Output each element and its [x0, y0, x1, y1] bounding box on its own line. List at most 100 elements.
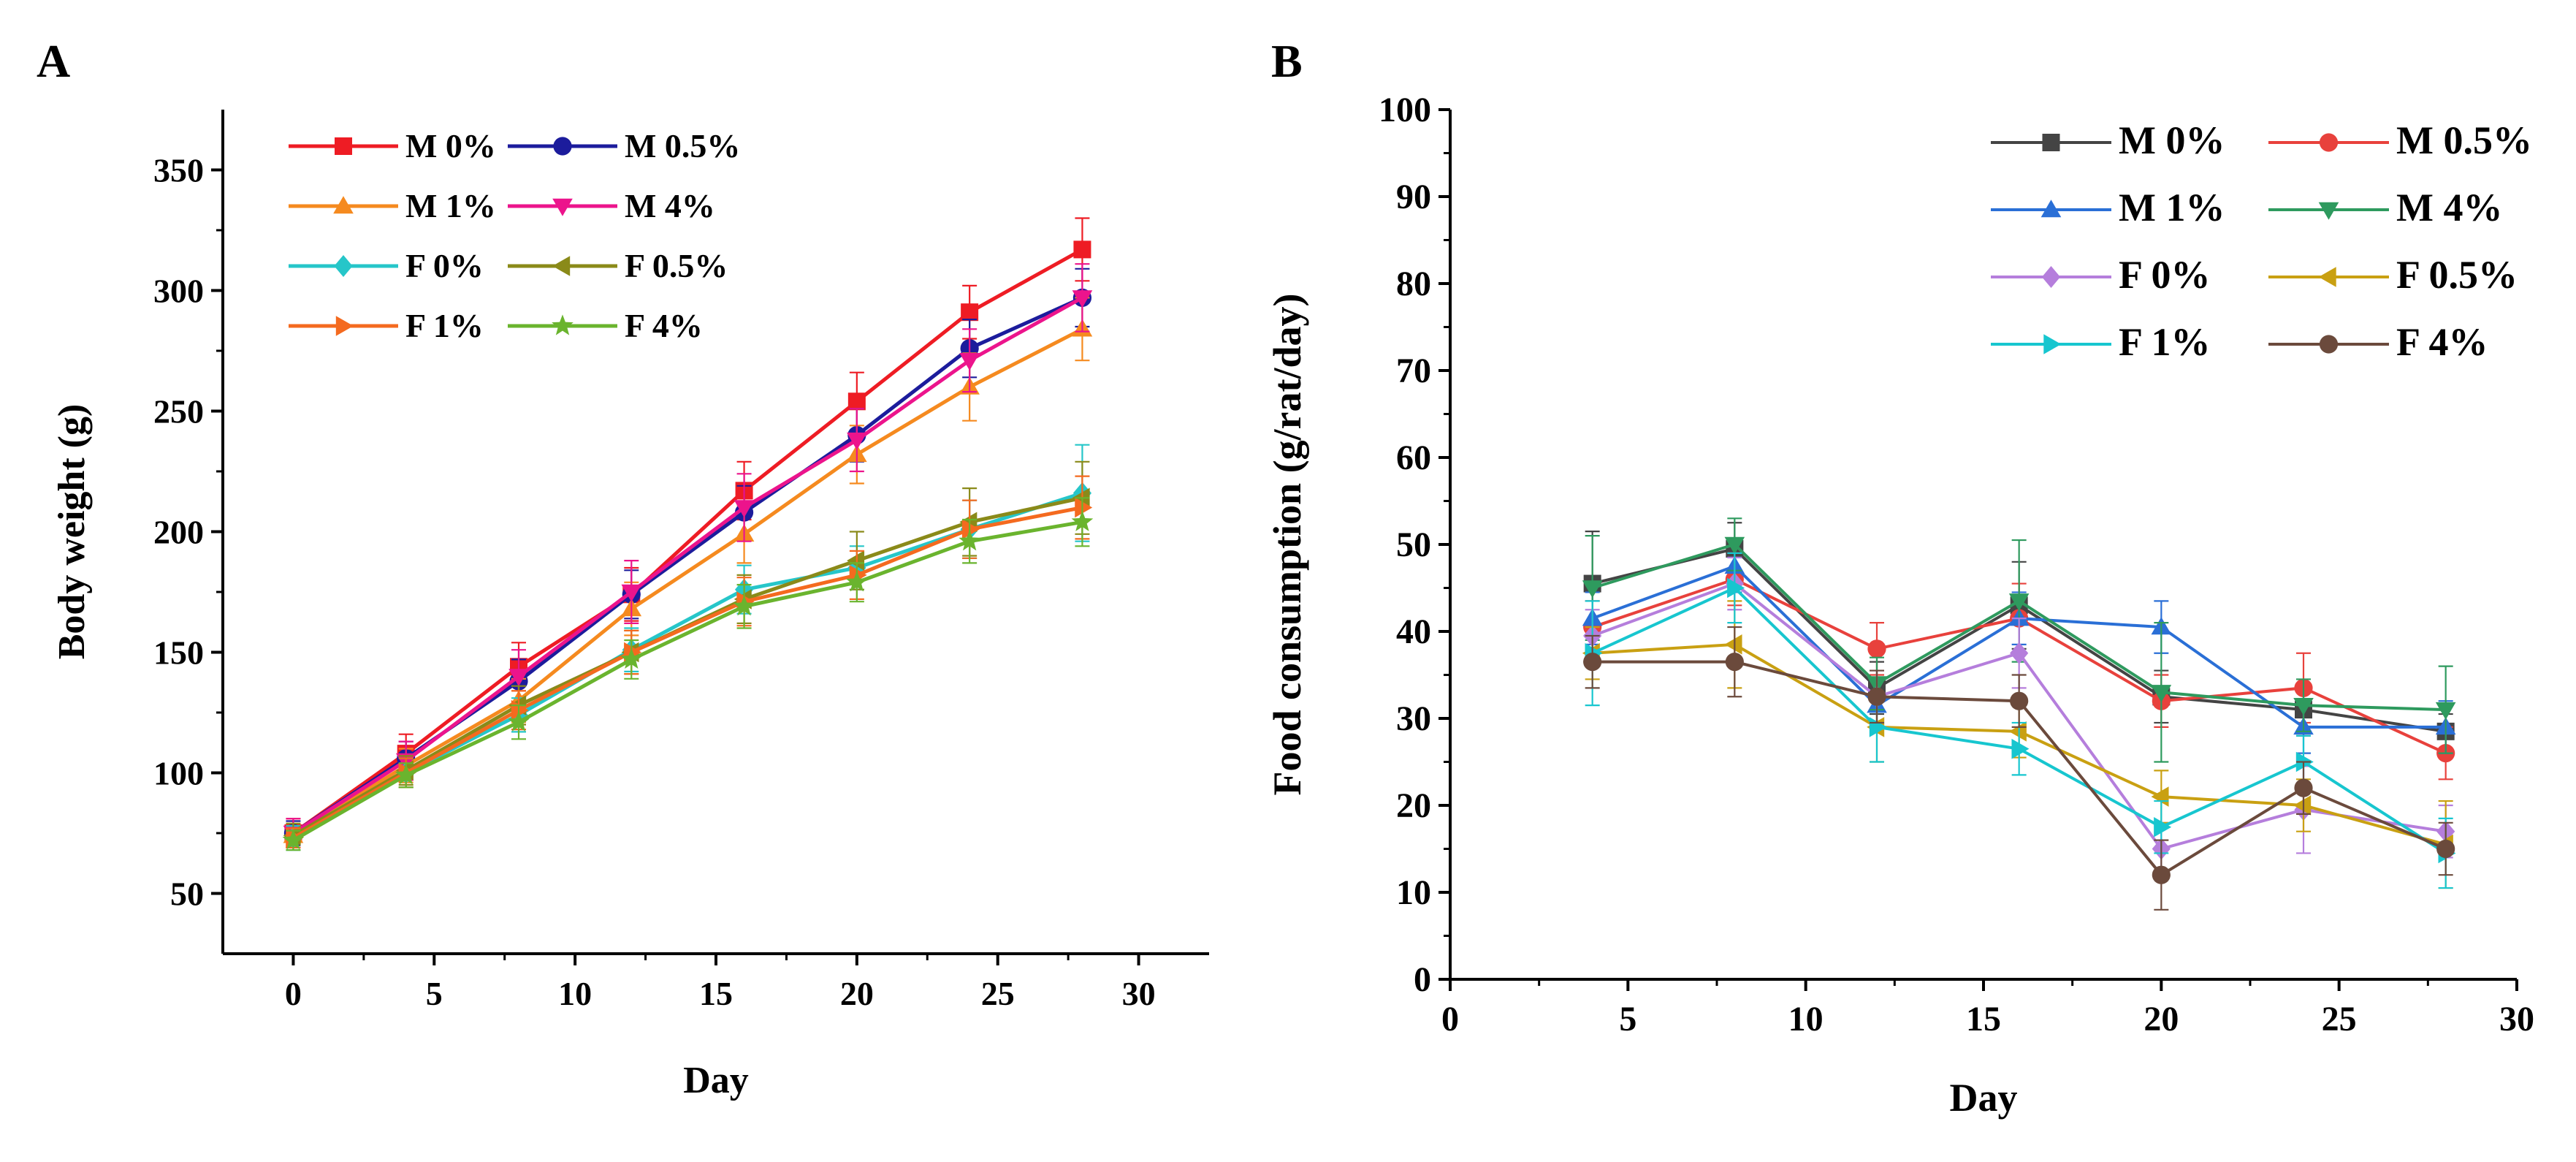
data-point: [1072, 290, 1093, 308]
y-tick-label: 80: [1396, 265, 1431, 303]
legend-label: F 4%: [2396, 320, 2488, 364]
y-tick-label: 350: [153, 152, 204, 189]
series-line: [292, 327, 1083, 838]
panel-label: B: [1271, 35, 1303, 87]
y-tick-label: 10: [1396, 873, 1431, 912]
data-point: [2435, 702, 2456, 720]
data-point: [2010, 691, 2029, 710]
legend-marker: [2319, 335, 2339, 354]
x-tick-label: 20: [840, 975, 874, 1012]
data-point: [847, 550, 865, 571]
legend-label: M 0.5%: [2396, 118, 2532, 162]
data-point: [1073, 240, 1091, 259]
y-tick-label: 40: [1396, 612, 1431, 651]
data-point: [395, 764, 417, 785]
y-tick-label: 0: [1414, 960, 1431, 999]
legend-marker: [2318, 267, 2336, 287]
data-point: [1724, 634, 1742, 655]
legend: M 0% M 0.5% M 1% M 4% F 0% F 0.5% F 1% F 4%: [1991, 118, 2532, 364]
y-tick-label: 200: [153, 514, 204, 551]
data-point: [961, 303, 979, 322]
legend-label: M 1%: [405, 187, 496, 224]
data-point: [846, 571, 868, 592]
x-tick-label: 25: [981, 975, 1015, 1012]
data-point: [2293, 697, 2314, 715]
x-tick-label: 0: [285, 975, 302, 1012]
data-point: [959, 530, 980, 551]
data-point: [1582, 580, 1603, 599]
data-point: [2293, 795, 2312, 816]
legend-marker: [552, 314, 573, 335]
x-tick-label: 15: [1966, 1000, 2001, 1038]
data-point: [1727, 577, 1745, 599]
data-point: [2011, 738, 2030, 759]
data-point: [2151, 685, 2172, 703]
data-point: [847, 432, 867, 450]
legend-label: F 0%: [405, 247, 484, 284]
data-point: [961, 519, 980, 539]
y-tick-label: 300: [153, 273, 204, 310]
legend-label: F 1%: [2119, 320, 2210, 364]
x-tick-label: 20: [2144, 1000, 2179, 1038]
data-point: [1725, 653, 1744, 672]
legend-marker: [552, 198, 573, 216]
data-point: [2294, 778, 2313, 797]
legend-label: M 4%: [625, 187, 715, 224]
legend-marker: [335, 316, 354, 336]
data-point: [1583, 653, 1602, 672]
panel-label: A: [37, 35, 70, 87]
legend-marker: [2043, 334, 2062, 354]
legend-label: F 0.5%: [625, 247, 728, 284]
data-point: [2152, 865, 2171, 884]
legend-label: F 1%: [405, 307, 484, 344]
data-point: [733, 500, 755, 518]
y-tick-label: 70: [1396, 352, 1431, 390]
data-point: [2008, 593, 2030, 612]
data-point: [2154, 816, 2172, 838]
data-point: [1724, 536, 1745, 555]
legend-marker: [553, 137, 572, 156]
y-tick-label: 20: [1396, 786, 1431, 825]
legend-label: F 4%: [625, 307, 703, 344]
data-point: [1867, 687, 1886, 706]
legend-marker: [2041, 266, 2061, 288]
series-f-0: [283, 444, 1092, 851]
data-point: [2151, 786, 2169, 807]
data-point: [959, 353, 980, 371]
legend-label: M 0%: [2119, 118, 2225, 162]
data-point: [621, 584, 642, 602]
data-point: [733, 595, 755, 616]
y-axis-title: Body weight (g): [51, 404, 93, 660]
data-point: [1867, 639, 1886, 658]
chart-panel-B: B 0 5 10 15 20 25 30 0 10 20 30 40 50 60 70 80 90 100 Day Fo…: [1265, 35, 2534, 1120]
y-axis-title: Food consumption (g/rat/day): [1265, 293, 1309, 795]
series-f-1: [286, 475, 1093, 848]
series-f-4: [1583, 626, 2455, 911]
y-tick-label: 100: [153, 755, 204, 792]
legend-label: F 0.5%: [2396, 253, 2518, 297]
series-line: [292, 520, 1083, 843]
x-tick-label: 30: [2499, 1000, 2534, 1038]
series-line: [292, 506, 1083, 840]
data-point: [1075, 497, 1093, 518]
x-tick-label: 25: [2322, 1000, 2357, 1038]
series-m-4: [1582, 517, 2456, 763]
y-tick-label: 30: [1396, 699, 1431, 738]
x-tick-label: 30: [1122, 975, 1156, 1012]
legend-label: M 4%: [2396, 186, 2502, 229]
legend: M 0% M 0.5% M 1% M 4% F 0% F 0.5% F 1% F 4%: [289, 127, 740, 344]
legend-marker: [334, 255, 353, 277]
y-tick-label: 50: [1396, 525, 1431, 564]
data-point: [1071, 510, 1094, 531]
x-tick-label: 5: [426, 975, 443, 1012]
data-point: [2436, 839, 2455, 859]
y-tick-label: 150: [153, 634, 204, 672]
y-tick-label: 100: [1379, 91, 1431, 129]
y-tick-label: 90: [1396, 178, 1431, 216]
series-f-4: [282, 497, 1094, 851]
legend-marker: [552, 256, 571, 276]
legend-label: M 0%: [405, 127, 496, 164]
data-point: [2010, 642, 2029, 664]
y-tick-label: 250: [153, 393, 204, 430]
